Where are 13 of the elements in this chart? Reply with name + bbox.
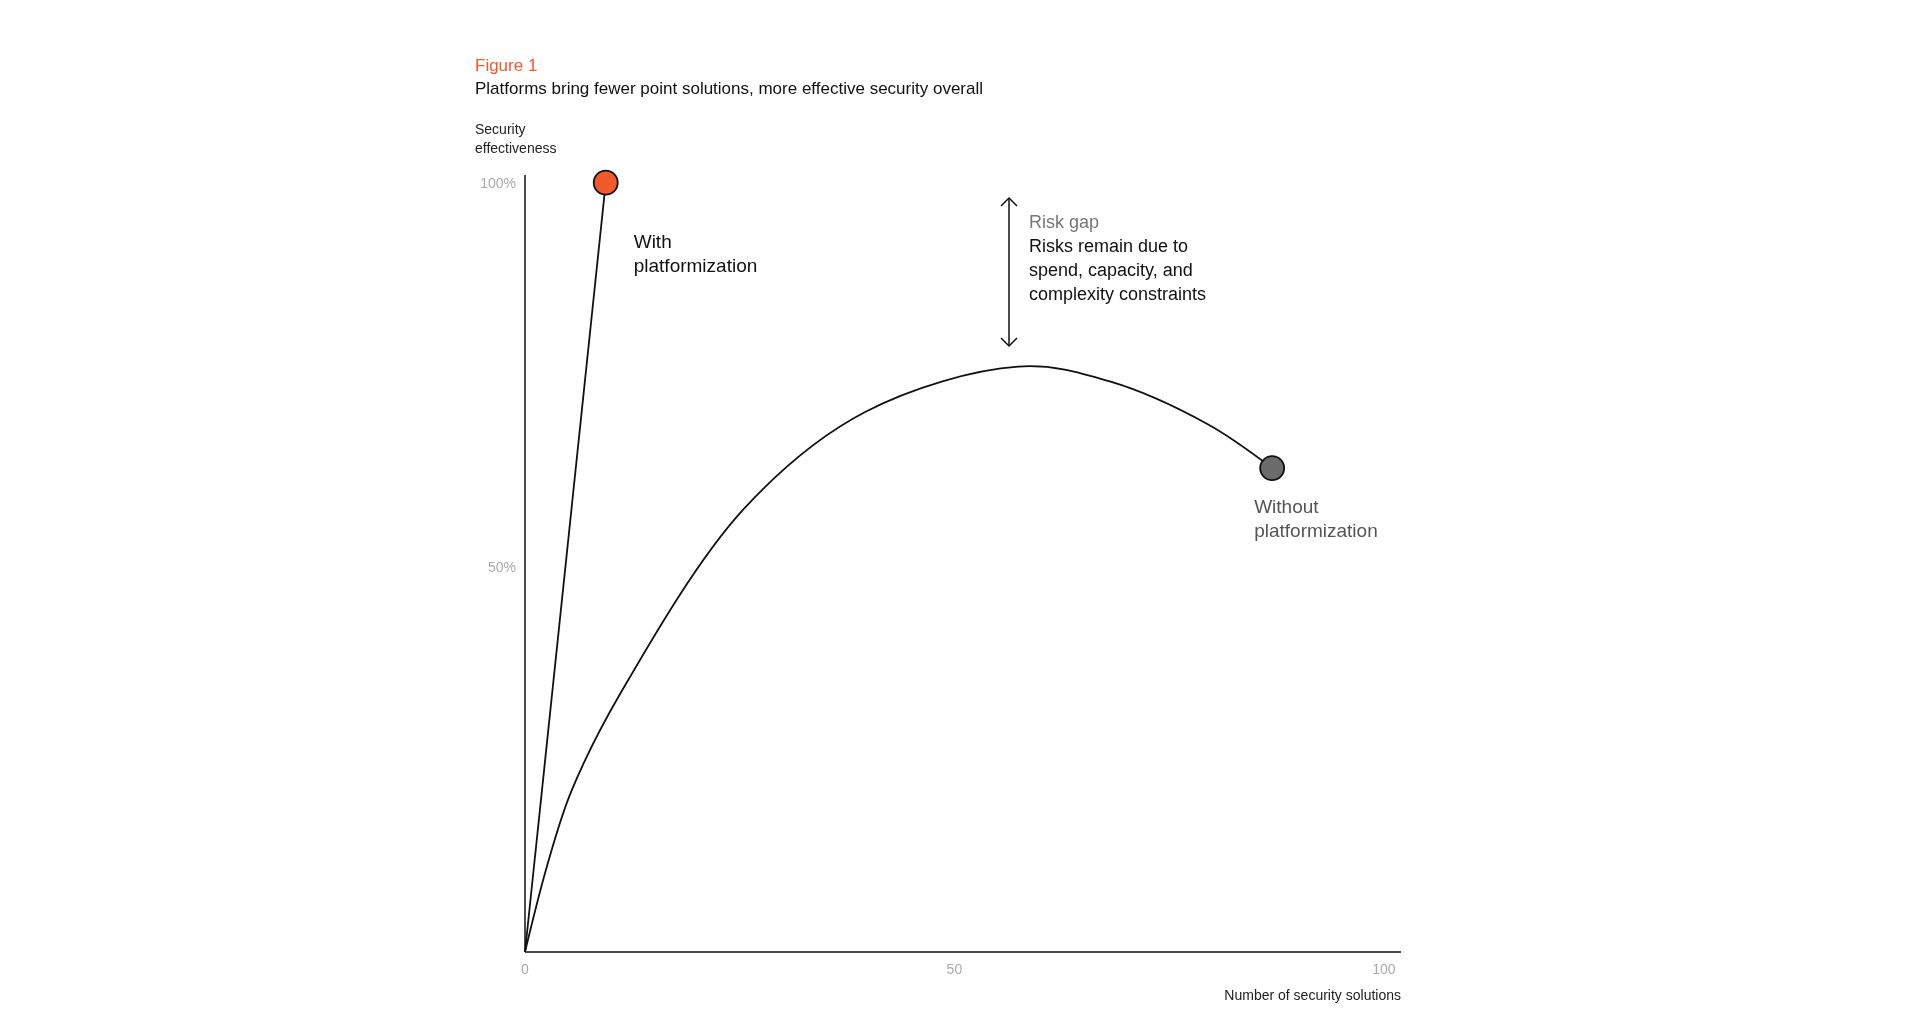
x-tick-label: 50 [946, 961, 963, 977]
x-tick-label: 0 [521, 961, 530, 977]
series-label: Without platformization [1254, 496, 1378, 542]
chart-title: Figure 1 [475, 56, 538, 75]
annotation: Risk gap [1029, 212, 1100, 232]
series-label: With platformization [633, 230, 758, 276]
x-axis-title: Number of security solutions [1224, 987, 1401, 1003]
annotation: Risks remain due to spend, capacity, and complexity constraints [1029, 236, 1207, 304]
y-axis-title: Security effectiveness [475, 121, 557, 156]
x-tick-label: 100 [1372, 961, 1396, 977]
chart-subtitle: Platforms bring fewer point solutions, more effective security overall [475, 79, 984, 98]
y-tick-label: 100% [480, 174, 516, 191]
y-tick-label: 50% [487, 559, 516, 576]
